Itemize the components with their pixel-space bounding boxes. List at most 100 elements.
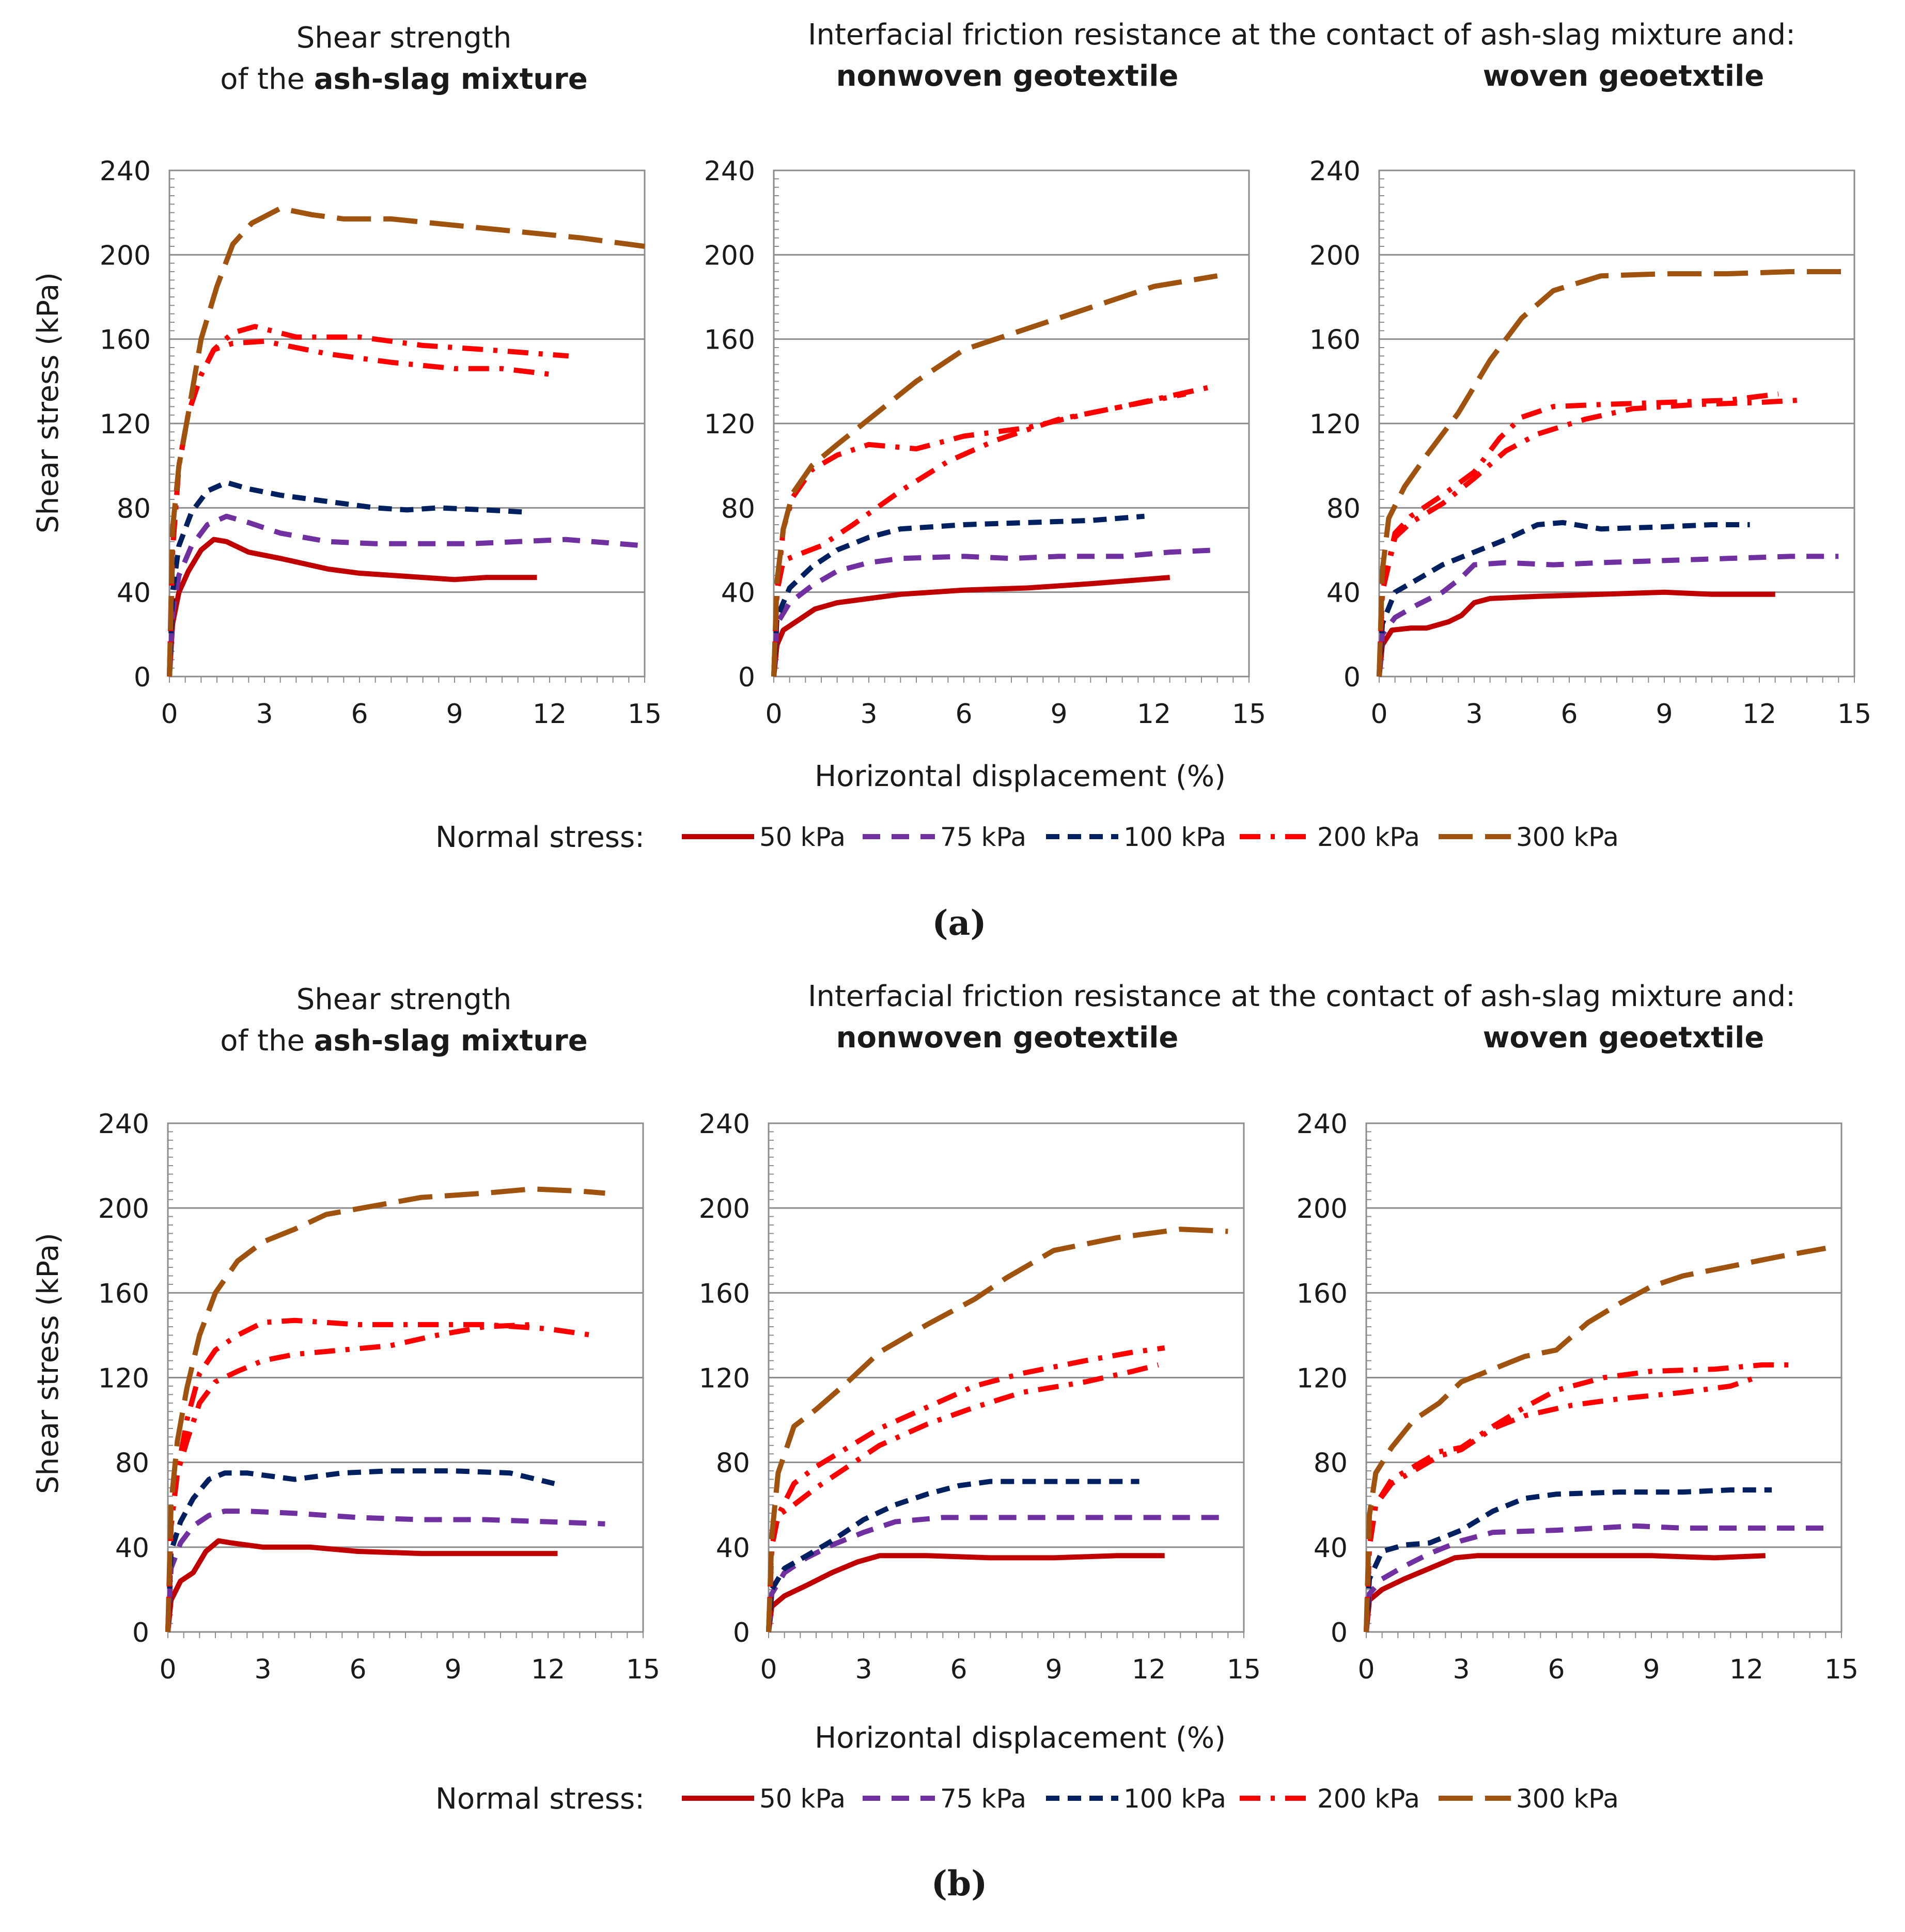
b-nonwoven-xtick-label: 3 [855, 1654, 872, 1685]
b-mixture-plot: 0 40 80 120 160 200 240 0 3 6 9 12 15 [98, 1109, 660, 1685]
b-header-right-bold: woven geoetxtile [1483, 1021, 1765, 1055]
a-woven-xtick-label: 9 [1656, 699, 1673, 730]
a-woven-series-50-kpa [1377, 589, 1775, 677]
b-nonwoven-ytick-label: 0 [733, 1617, 750, 1648]
a-nonwoven-ytick-label: 120 [704, 409, 755, 440]
b-mixture-ytick-label: 40 [115, 1533, 149, 1564]
b-nonwoven-ytick-label: 200 [699, 1193, 750, 1224]
a-nonwoven-plot: 0 40 80 120 160 200 240 0 3 6 9 12 15 [704, 156, 1266, 730]
b-nonwoven-series-50-kpa [766, 1553, 1165, 1632]
a-mixture-xtick-label: 3 [256, 699, 273, 730]
a-woven-ytick-label: 120 [1309, 409, 1361, 440]
b-mixture-xtick-label: 3 [254, 1654, 271, 1685]
b-nonwoven-xtick-label: 12 [1132, 1654, 1166, 1685]
b-nonwoven-series-75-kpa [766, 1515, 1228, 1632]
a-nonwoven-series-75-kpa [771, 547, 1217, 677]
a-woven-ytick-label: 240 [1309, 156, 1361, 187]
a-woven-ytick-label: 200 [1309, 240, 1361, 271]
b-mixture-xtick-label: 15 [626, 1654, 660, 1685]
b-woven-ytick-label: 240 [1297, 1109, 1348, 1140]
a-nonwoven-ytick-label: 40 [721, 578, 755, 609]
legend-label-100-kpa: 100 kPa [1123, 822, 1226, 852]
b-nonwoven-series-200-kpa [766, 1362, 1159, 1632]
b-nonwoven-ytick-label: 160 [699, 1278, 750, 1309]
a-mixture-xtick-label: 6 [351, 699, 368, 730]
a-mixture-ytick-label: 80 [117, 493, 151, 524]
a-mixture-xtick-label: 12 [533, 699, 567, 730]
b-mixture-xtick-label: 6 [349, 1654, 366, 1685]
b-subfigure-label: (b) [931, 1863, 988, 1904]
a-nonwoven-series-300-kpa [771, 273, 1218, 677]
b-xlabel: Horizontal displacement (%) [815, 1721, 1226, 1755]
a-woven-series-200-kpa [1377, 391, 1779, 677]
a-header-left-1: Shear strength [296, 21, 512, 55]
b-nonwoven-xtick-label: 9 [1045, 1654, 1062, 1685]
b-legend-title: Normal stress: [435, 1782, 645, 1816]
b-header-mid-bold: nonwoven geotextile [836, 1021, 1179, 1055]
a-nonwoven-series-100-kpa [771, 513, 1145, 677]
a-woven-xtick-label: 3 [1465, 699, 1482, 730]
b-woven-xtick-label: 3 [1453, 1654, 1470, 1685]
b-nonwoven-series-200-kpa [766, 1345, 1165, 1632]
b-nonwoven-plot: 0 40 80 120 160 200 240 0 3 6 9 12 15 [699, 1109, 1261, 1685]
legend-label-50-kpa: 50 kPa [759, 822, 846, 852]
a-woven-xtick-label: 0 [1370, 699, 1387, 730]
legend-label-300-kpa: 300 kPa [1516, 822, 1619, 852]
a-ylabel: Shear stress (kPa) [32, 272, 65, 533]
b-header-left-2-prefix: of the [220, 1024, 314, 1058]
b-nonwoven-series-100-kpa [766, 1479, 1139, 1632]
b-woven-series-75-kpa [1364, 1523, 1826, 1632]
b-nonwoven-xtick-label: 0 [760, 1654, 777, 1685]
a-mixture-series-50-kpa [167, 537, 537, 677]
b-woven-series-100-kpa [1364, 1487, 1772, 1632]
b-woven-ytick-label: 0 [1331, 1617, 1348, 1648]
b-nonwoven-ytick-label: 120 [699, 1363, 750, 1394]
a-mixture-series-75-kpa [167, 513, 645, 677]
a-nonwoven-xtick-label: 3 [860, 699, 877, 730]
b-woven-ytick-label: 40 [1314, 1533, 1348, 1564]
b-header-left-2: of the ash-slag mixture [220, 1024, 588, 1058]
a-woven-series-100-kpa [1377, 520, 1750, 677]
legend-label-200-kpa: 200 kPa [1317, 822, 1420, 852]
a-mixture-ytick-label: 160 [100, 325, 151, 356]
a-mixture-xtick-label: 0 [161, 699, 178, 730]
b-header-left-2-bold: ash-slag mixture [314, 1024, 588, 1058]
a-mixture-series-300-kpa [167, 206, 645, 677]
a-nonwoven-xtick-label: 15 [1232, 699, 1266, 730]
a-nonwoven-series-50-kpa [771, 575, 1170, 677]
a-woven-series-75-kpa [1377, 554, 1839, 677]
a-nonwoven-xtick-label: 9 [1050, 699, 1067, 730]
b-header-left-1: Shear strength [296, 983, 512, 1016]
a-mixture-series-200-kpa [167, 338, 556, 677]
a-legend: 50 kPa 75 kPa 100 kPa 200 kPa 300 kPa [682, 822, 1619, 852]
a-woven-xtick-label: 6 [1560, 699, 1578, 730]
a-header-right-bold: woven geoetxtile [1483, 59, 1765, 93]
b-nonwoven-ytick-label: 80 [716, 1448, 750, 1479]
a-header-left-2-bold: ash-slag mixture [314, 62, 588, 96]
b-mixture-ytick-label: 120 [98, 1363, 149, 1394]
b-mixture-series-75-kpa [165, 1509, 605, 1632]
legend-label-75-kpa: 75 kPa [940, 822, 1026, 852]
a-woven-ytick-label: 80 [1326, 493, 1361, 524]
a-header-mid-bold: nonwoven geotextile [836, 59, 1179, 93]
b-mixture-series-50-kpa [165, 1538, 558, 1632]
a-nonwoven-ytick-label: 200 [704, 240, 755, 271]
a-mixture-ytick-label: 240 [100, 156, 151, 187]
a-mixture-series-200-kpa [167, 324, 569, 677]
a-woven-xtick-label: 15 [1837, 699, 1871, 730]
b-woven-ytick-label: 160 [1297, 1278, 1348, 1309]
b-woven-xtick-label: 12 [1729, 1654, 1763, 1685]
b-woven-ytick-label: 200 [1297, 1193, 1348, 1224]
b-nonwoven-series-300-kpa [766, 1227, 1228, 1632]
a-nonwoven-ytick-label: 160 [704, 325, 755, 356]
a-woven-series-300-kpa [1377, 269, 1845, 677]
legend-label-50-kpa: 50 kPa [759, 1784, 846, 1814]
b-woven-xtick-label: 15 [1824, 1654, 1859, 1685]
a-mixture-ytick-label: 120 [100, 409, 151, 440]
a-nonwoven-xtick-label: 6 [955, 699, 972, 730]
a-mixture-xtick-label: 15 [628, 699, 662, 730]
a-woven-ytick-label: 0 [1344, 662, 1361, 693]
a-mixture-plot: 0 40 80 120 160 200 240 0 3 6 9 12 15 [100, 156, 662, 730]
a-subfigure-label: (a) [932, 903, 986, 943]
a-header-left-2: of the ash-slag mixture [220, 62, 588, 96]
